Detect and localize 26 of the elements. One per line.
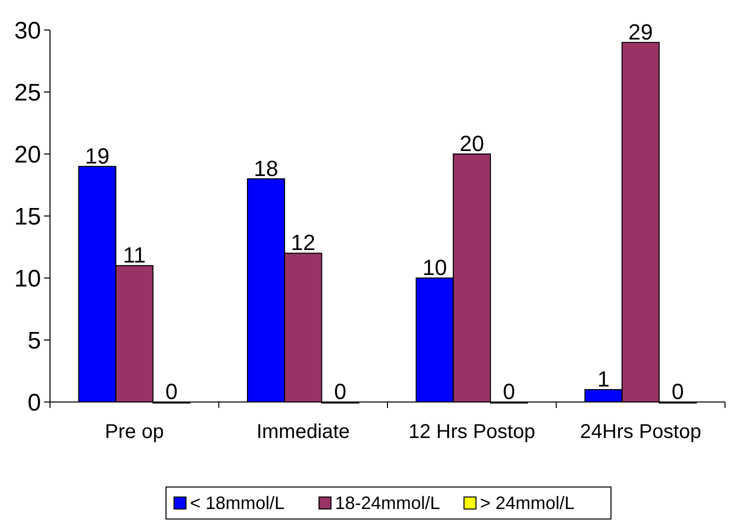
y-tick-label: 15 — [14, 203, 41, 230]
y-tick-label: 30 — [14, 17, 41, 44]
data-label: 12 — [290, 230, 316, 256]
data-label: 0 — [502, 379, 516, 404]
data-label: 0 — [672, 379, 684, 404]
data-label: 18 — [254, 156, 278, 181]
data-label: 20 — [460, 131, 484, 156]
legend-label: < 18mmol/L — [190, 493, 285, 513]
legend-label: > 24mmol/L — [480, 493, 575, 513]
data-label: 10 — [422, 255, 447, 280]
x-tick-label: Immediate — [256, 421, 350, 443]
legend-label: 18-24mmol/L — [335, 493, 440, 513]
data-label: 1 — [597, 366, 610, 392]
y-tick-label: 20 — [14, 141, 41, 168]
data-label: 0 — [334, 379, 346, 404]
data-label: 19 — [85, 143, 110, 168]
x-tick-label: 12 Hrs Postop — [408, 421, 536, 443]
data-label: 11 — [122, 242, 146, 268]
data-label: 29 — [628, 19, 653, 44]
x-tick-label: 24Hrs Postop — [580, 421, 702, 443]
y-tick-label: 25 — [14, 79, 41, 106]
y-tick-label: 0 — [28, 389, 41, 416]
data-label: 0 — [165, 379, 178, 404]
y-tick-label: 5 — [28, 327, 41, 354]
x-tick-label: Pre op — [104, 421, 164, 443]
y-tick-label: 10 — [14, 265, 41, 292]
